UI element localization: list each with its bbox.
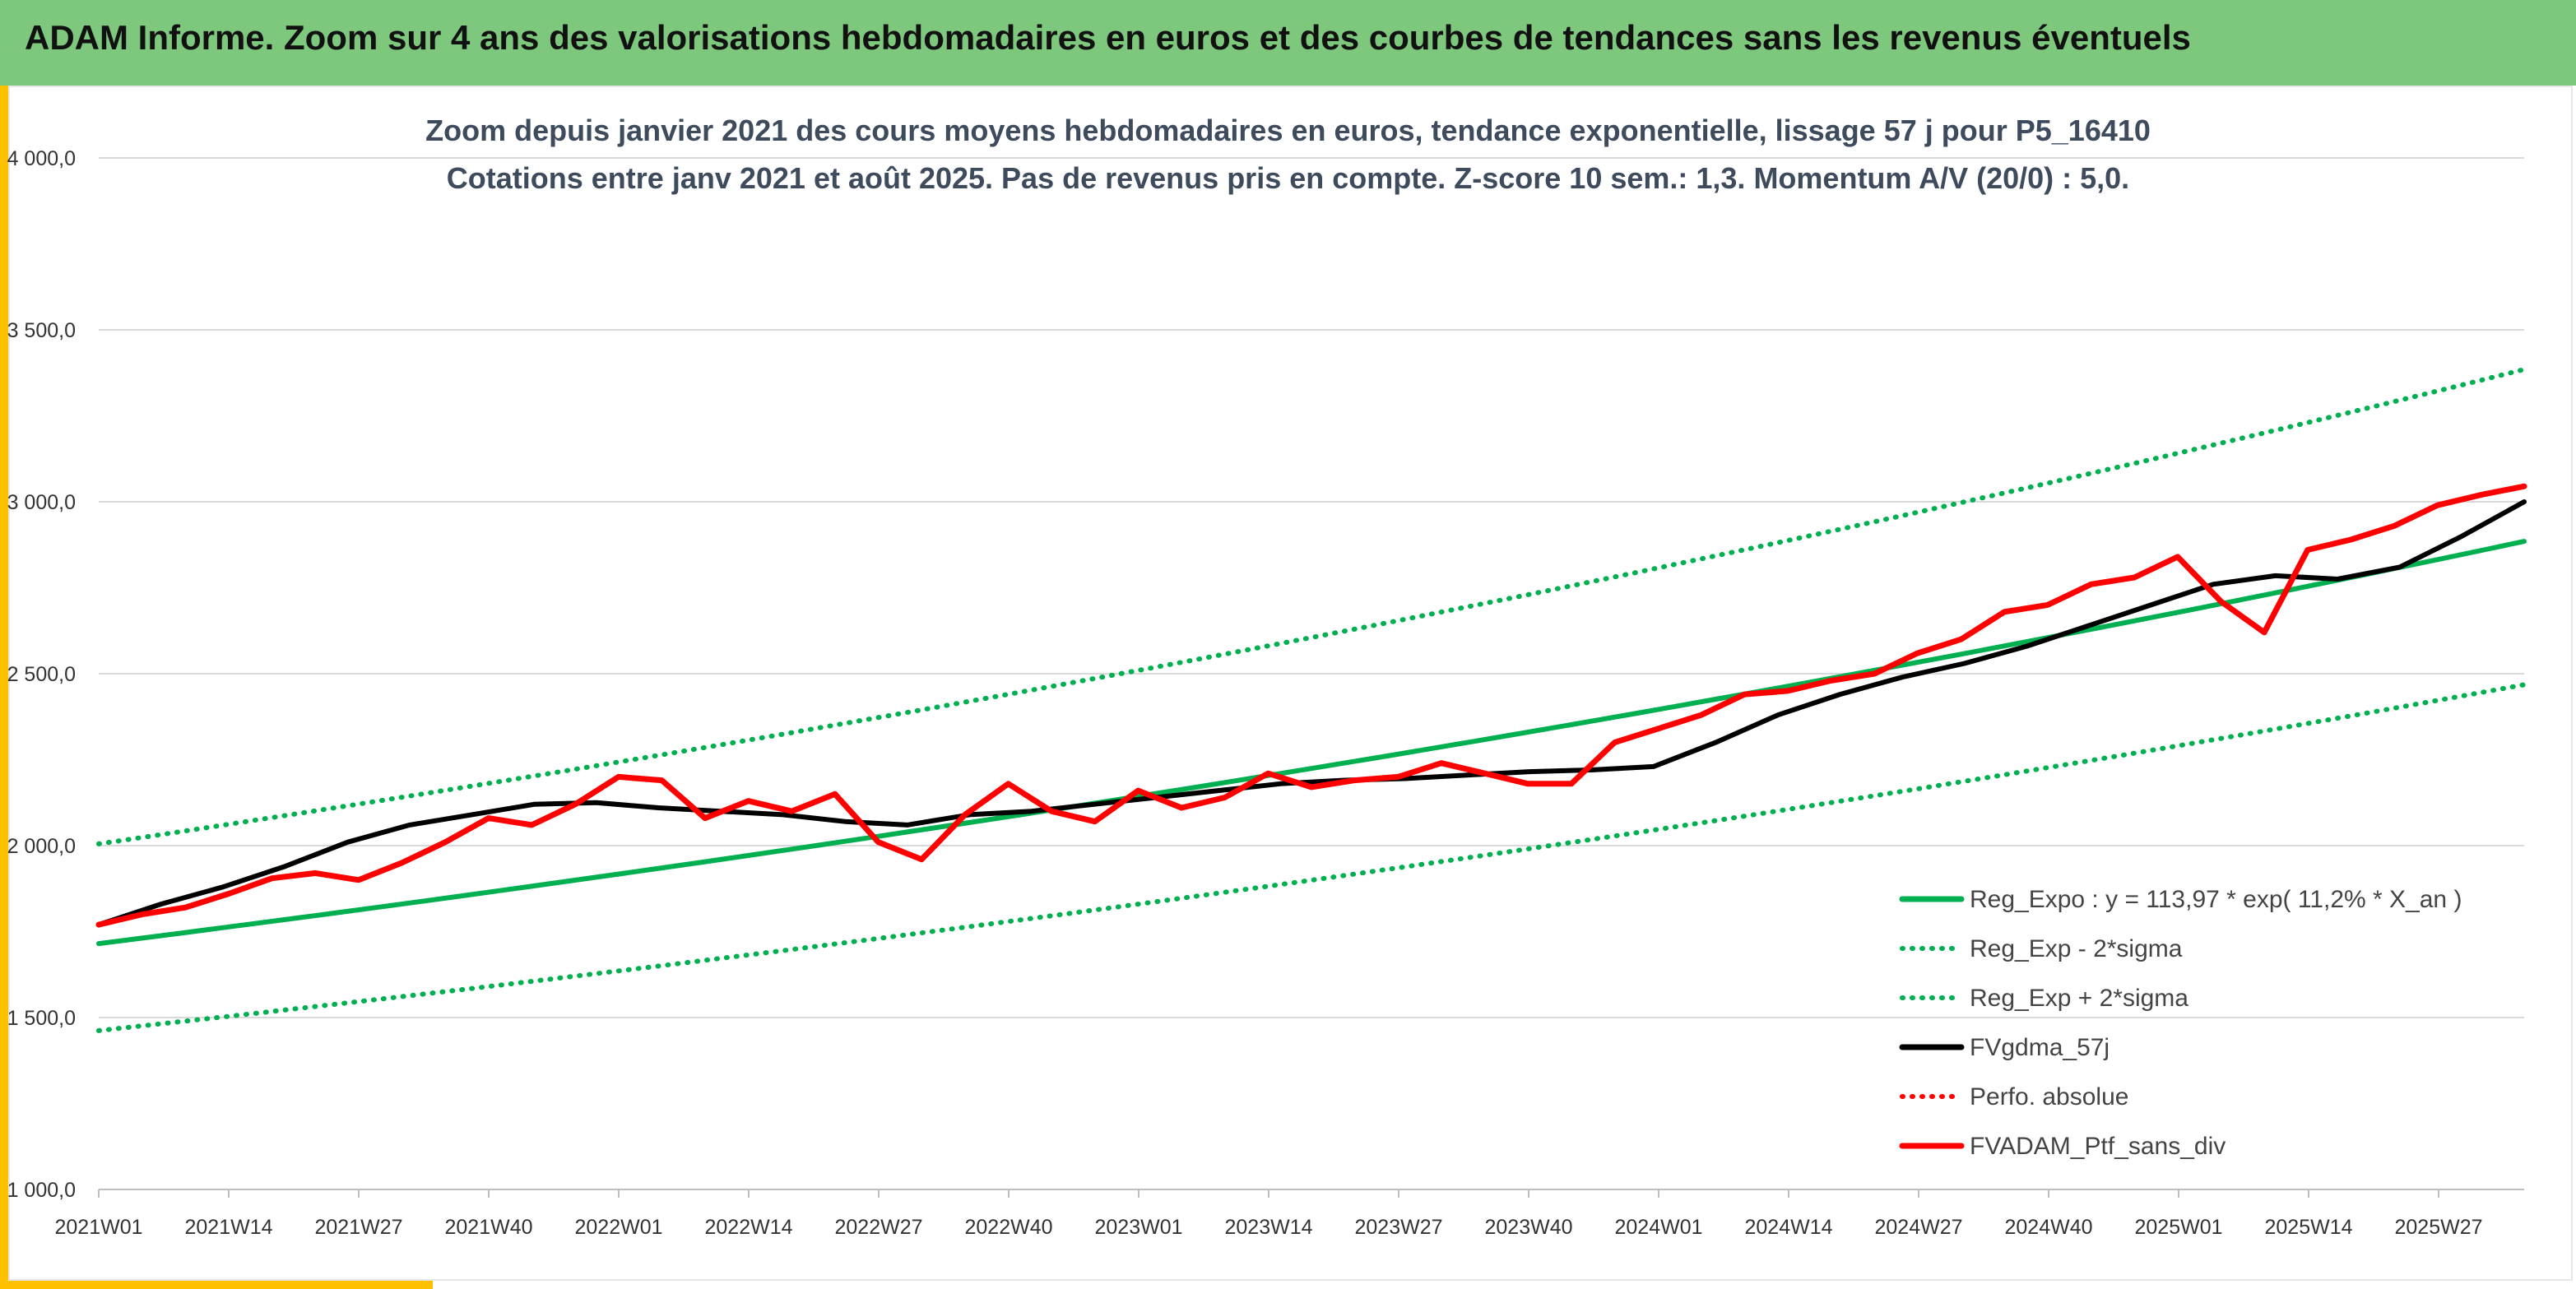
- chart-frame: [8, 86, 2573, 1281]
- legend-label: Reg_Exp - 2*sigma: [1970, 935, 2183, 962]
- legend-label: Reg_Expo : y = 113,97 * exp( 11,2% * X_a…: [1970, 886, 2462, 913]
- legend-label: FVgdma_57j: [1970, 1034, 2110, 1061]
- x-tick-label: 2022W14: [704, 1216, 792, 1239]
- x-tick-label: 2021W14: [184, 1216, 272, 1239]
- page-title: ADAM Informe. Zoom sur 4 ans des valoris…: [25, 18, 2191, 57]
- chart-title: Zoom depuis janvier 2021 des cours moyen…: [425, 114, 2151, 147]
- x-tick-label: 2024W40: [2004, 1216, 2092, 1239]
- y-tick-label: 4 000,0: [7, 147, 76, 170]
- series-line-3: [96, 499, 2527, 928]
- x-tick-label: 2021W27: [314, 1216, 402, 1239]
- x-tick-label: 2023W27: [1354, 1216, 1442, 1239]
- x-tick-label: 2024W01: [1614, 1216, 1702, 1239]
- x-tick-label: 2021W40: [444, 1216, 532, 1239]
- x-tick-label: 2024W27: [1874, 1216, 1962, 1239]
- legend-label: Reg_Exp + 2*sigma: [1970, 985, 2188, 1012]
- y-tick-label: 1 000,0: [7, 1179, 76, 1202]
- accent-bar-bottom: [0, 1281, 433, 1289]
- y-tick-label: 2 500,0: [7, 663, 76, 686]
- x-tick-label: 2025W14: [2264, 1216, 2352, 1239]
- y-tick-label: 3 500,0: [7, 319, 76, 342]
- legend-label: FVADAM_Ptf_sans_div: [1970, 1133, 2226, 1160]
- x-tick-label: 2025W27: [2394, 1216, 2482, 1239]
- legend-label: Perfo. absolue: [1970, 1083, 2128, 1110]
- x-tick-label: 2025W01: [2134, 1216, 2222, 1239]
- series-line-1: [96, 682, 2527, 1033]
- x-tick-label: 2022W01: [574, 1216, 662, 1239]
- accent-bar-left: [0, 86, 8, 1289]
- series-line-2: [96, 367, 2527, 846]
- y-tick-label: 2 000,0: [7, 835, 76, 858]
- x-tick-label: 2024W14: [1744, 1216, 1832, 1239]
- y-tick-label: 1 500,0: [7, 1007, 76, 1030]
- x-tick-label: 2022W40: [964, 1216, 1052, 1239]
- x-tick-label: 2021W01: [54, 1216, 142, 1239]
- chart-subtitle: Cotations entre janv 2021 et août 2025. …: [446, 161, 2130, 195]
- x-tick-label: 2023W14: [1224, 1216, 1312, 1239]
- y-tick-label: 3 000,0: [7, 491, 76, 514]
- x-tick-label: 2022W27: [834, 1216, 922, 1239]
- x-tick-label: 2023W40: [1484, 1216, 1572, 1239]
- series-line-0: [96, 539, 2527, 947]
- series-line-5: [95, 483, 2527, 928]
- header-banner: ADAM Informe. Zoom sur 4 ans des valoris…: [0, 0, 2576, 86]
- x-tick-label: 2023W01: [1094, 1216, 1182, 1239]
